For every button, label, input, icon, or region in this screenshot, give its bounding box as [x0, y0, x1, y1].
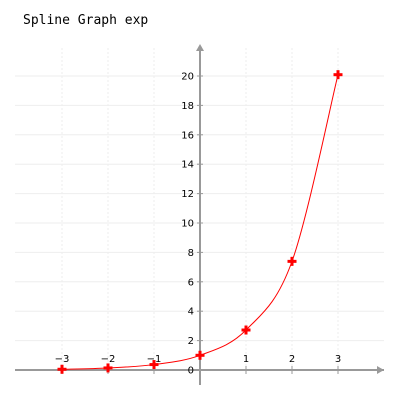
y-axis-arrow: [196, 44, 204, 51]
x-tick-label: −2: [101, 354, 116, 365]
data-point-marker: [241, 325, 251, 335]
y-tick-label: 8: [188, 248, 194, 259]
y-tick-label: 18: [181, 101, 194, 112]
y-tick-label: 0: [188, 366, 194, 377]
data-point-marker: [103, 363, 113, 373]
data-point-marker: [149, 360, 159, 370]
y-tick-label: 6: [188, 277, 194, 288]
y-tick-label: 10: [181, 219, 194, 230]
series-layer: [57, 70, 343, 374]
y-tick-label: 16: [181, 130, 194, 141]
axis-layer: [15, 44, 384, 385]
data-point-marker: [195, 350, 205, 360]
y-tick-label: 2: [188, 336, 194, 347]
y-tick-label: 12: [181, 189, 194, 200]
data-point-marker: [57, 364, 67, 374]
chart-title: Spline Graph exp: [23, 13, 149, 28]
x-tick-label: 3: [335, 354, 341, 365]
x-tick-label: 1: [243, 354, 249, 365]
data-point-marker: [287, 256, 297, 266]
x-tick-label: −3: [55, 354, 70, 365]
x-tick-label: 2: [289, 354, 295, 365]
data-point-marker: [333, 70, 343, 80]
y-tick-label: 20: [181, 72, 194, 83]
x-tick-label: −1: [147, 354, 162, 365]
y-tick-label: 4: [188, 307, 194, 318]
y-tick-label: 14: [181, 160, 194, 171]
x-axis-arrow: [377, 366, 384, 374]
